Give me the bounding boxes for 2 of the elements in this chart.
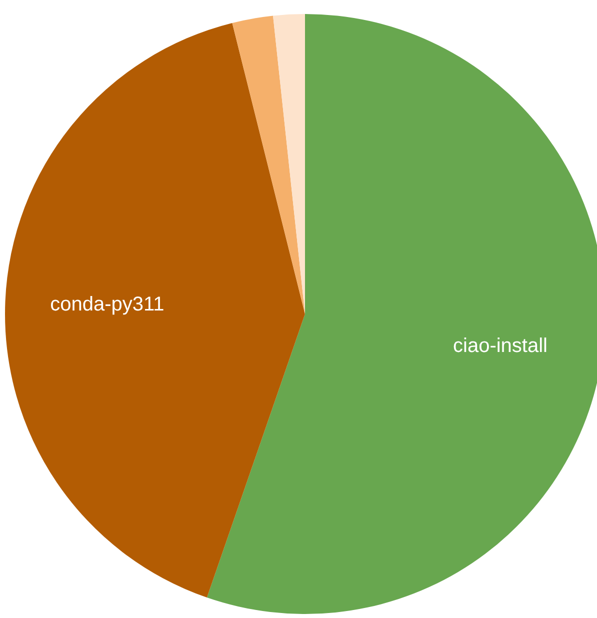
slice-label: ciao-install	[453, 335, 548, 358]
slice-label: conda-py311	[50, 294, 164, 316]
